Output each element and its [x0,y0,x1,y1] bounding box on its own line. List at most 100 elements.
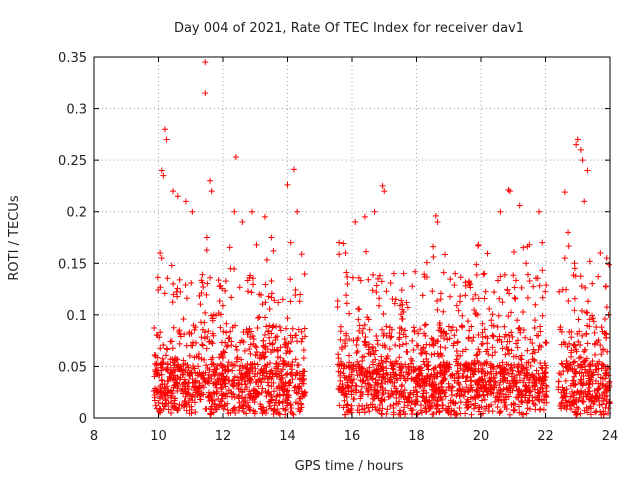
data-point [366,408,373,415]
data-point [236,284,243,291]
data-point [223,343,230,350]
data-point [404,402,411,409]
data-point [272,397,279,404]
data-point [582,366,589,373]
data-point [290,411,297,418]
data-point [286,348,293,355]
data-point [354,335,361,342]
data-point [401,327,408,334]
data-point [579,398,586,405]
data-point [484,391,491,398]
data-point [238,370,245,377]
data-point [491,289,498,296]
data-point [192,409,199,416]
data-point [200,284,207,291]
data-point [198,355,205,362]
data-point [440,269,447,276]
data-point [266,334,273,341]
data-point [457,399,464,406]
data-point [210,361,217,368]
data-point [242,397,249,404]
data-point [423,408,430,415]
data-point [225,366,232,373]
data-point [383,323,390,330]
data-point [516,409,523,416]
data-point [571,399,578,406]
data-point [460,366,467,373]
data-point [292,372,299,379]
data-point [277,327,284,334]
data-point [279,375,286,382]
data-point [466,279,473,286]
data-point [253,241,260,248]
data-point [418,409,425,416]
data-point [571,265,578,272]
data-point [455,380,462,387]
data-point [275,410,282,417]
data-point [154,354,161,361]
data-point [346,310,353,317]
data-point [463,360,470,367]
data-point [501,271,508,278]
data-point [231,404,238,411]
data-point [428,382,435,389]
data-point [243,369,250,376]
data-point [255,383,262,390]
data-point [451,332,458,339]
data-point [269,324,276,331]
data-point [458,323,465,330]
data-point [518,356,525,363]
data-point [249,333,256,340]
data-point [522,382,529,389]
data-point [421,271,428,278]
data-point [412,383,419,390]
data-point [496,333,503,340]
data-point [233,347,240,354]
data-point [270,379,277,386]
data-point [603,334,610,341]
data-point [262,388,269,395]
data-point [373,282,380,289]
data-point [518,284,525,291]
data-point [177,333,184,340]
data-point [481,270,488,277]
data-point [362,368,369,375]
data-point [559,361,566,368]
data-point [479,388,486,395]
data-point [415,342,422,349]
data-point [484,335,491,342]
data-point [463,384,470,391]
data-point [483,348,490,355]
data-point [165,406,172,413]
data-point [376,272,383,279]
data-point [589,312,596,319]
data-point [484,340,491,347]
data-point [402,410,409,417]
data-point [174,285,181,292]
data-point [219,370,226,377]
data-point [539,267,546,274]
data-point [501,374,508,381]
data-point [173,379,180,386]
data-point [578,369,585,376]
data-point [259,301,266,308]
data-point [171,359,178,366]
data-point [247,341,254,348]
data-point [262,343,269,350]
data-point [587,411,594,418]
data-point [249,395,256,402]
data-point [354,358,361,365]
data-point [518,398,525,405]
data-point [361,321,368,328]
data-point [467,284,474,291]
data-point [293,332,300,339]
data-point [392,296,399,303]
data-point [530,356,537,363]
data-point [505,313,512,320]
data-point [591,329,598,336]
data-point [170,404,177,411]
data-point [505,332,512,339]
data-point [295,390,302,397]
data-point [191,384,198,391]
